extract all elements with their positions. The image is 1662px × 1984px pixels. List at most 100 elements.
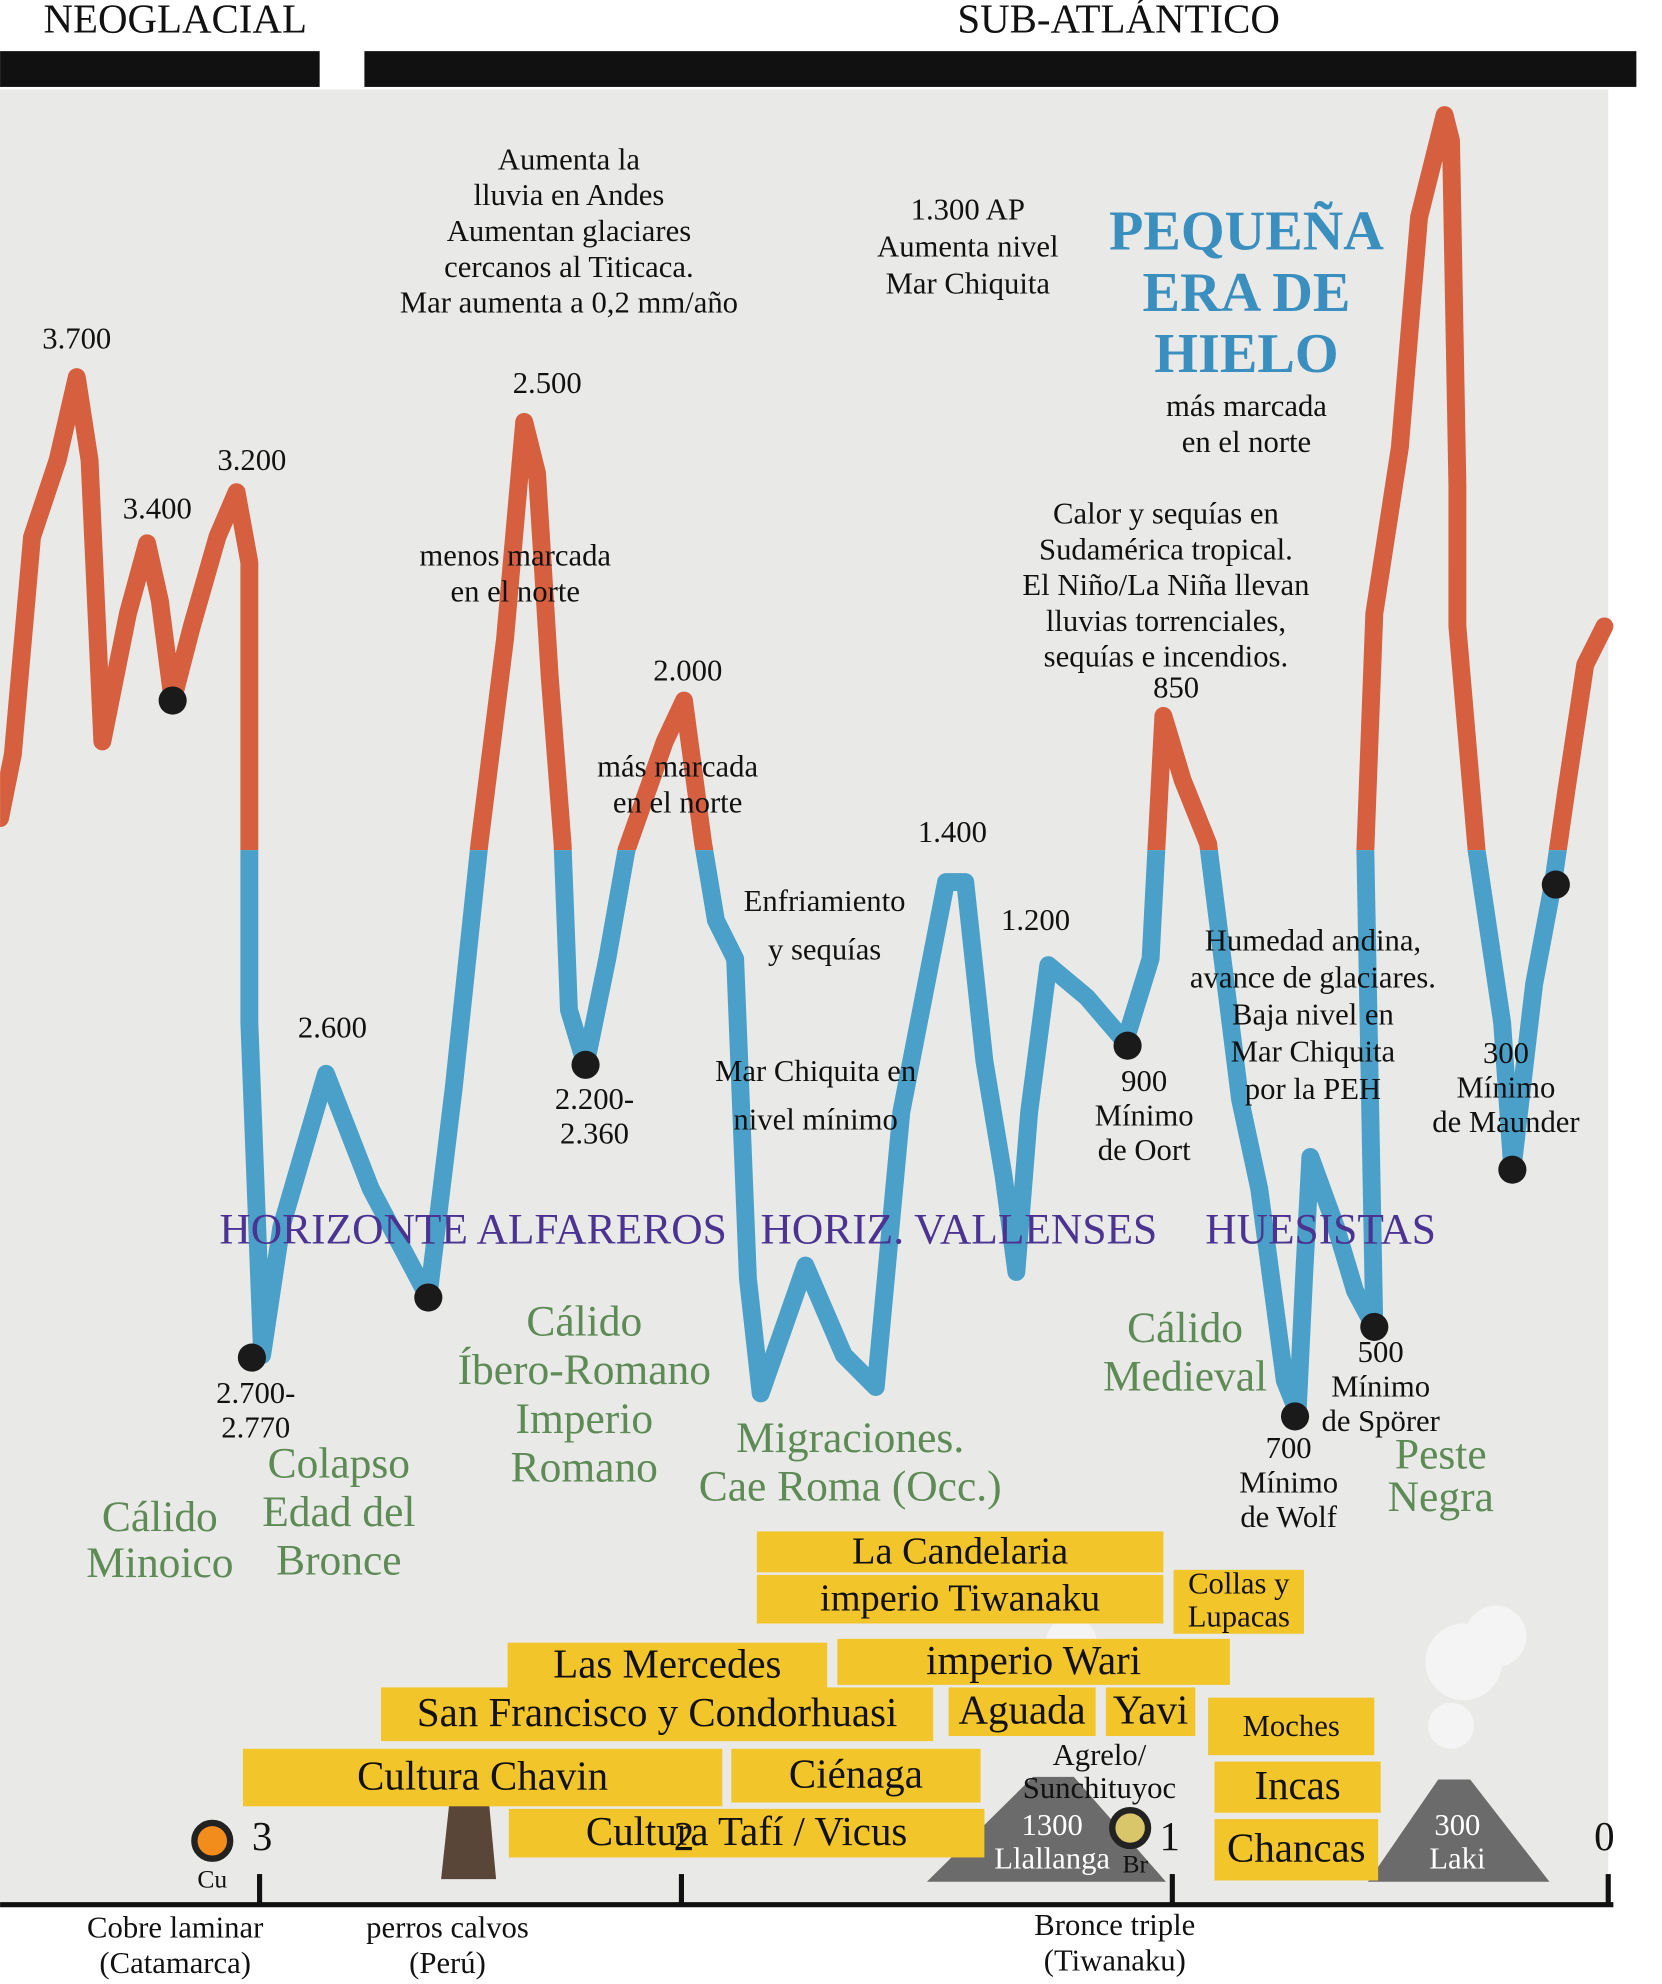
annotation: menos marcada xyxy=(419,539,611,573)
climate-period: Migraciones. xyxy=(736,1414,964,1462)
axis-tick-label: 3 xyxy=(252,1814,272,1859)
annotation: Mar Chiquita en xyxy=(715,1054,916,1088)
culture-label: Ciénaga xyxy=(789,1752,923,1797)
peak-label: 2.500 xyxy=(513,366,582,400)
culture-box xyxy=(1208,1697,1375,1756)
minimum-label: de Maunder xyxy=(1432,1105,1579,1139)
culture-box xyxy=(1173,1569,1304,1634)
culture-label: Moches xyxy=(1243,1709,1340,1743)
annotation: El Niño/La Niña llevan xyxy=(1022,568,1309,602)
period-bar xyxy=(364,51,1637,87)
ice-age-title: PEQUEÑA xyxy=(1109,200,1384,262)
minimum-dot xyxy=(571,1050,600,1079)
annotation: más marcada xyxy=(597,750,758,784)
period-bar xyxy=(0,51,320,87)
annotation: en el norte xyxy=(613,785,742,819)
invention-label: Cobre laminar xyxy=(87,1910,263,1944)
peak-label: 850 xyxy=(1153,670,1199,704)
minimum-dot xyxy=(237,1343,266,1372)
culture-box xyxy=(381,1687,934,1742)
annotation: lluvias torrenciales, xyxy=(1046,604,1286,638)
climate-period: Cálido xyxy=(102,1493,218,1541)
minimum-label: de Spörer xyxy=(1321,1404,1439,1438)
peak-label: 3.400 xyxy=(123,491,192,525)
culture-box xyxy=(756,1531,1164,1573)
culture-label: Collas y xyxy=(1188,1566,1290,1600)
culture-label: La Candelaria xyxy=(852,1530,1068,1572)
minimum-label: Mínimo xyxy=(1095,1099,1194,1133)
culture-box xyxy=(756,1574,1164,1624)
bronze-icon xyxy=(1109,1806,1152,1850)
climate-period: Peste xyxy=(1395,1431,1487,1479)
annotation: sequías e incendios. xyxy=(1044,640,1288,674)
copper-icon xyxy=(191,1819,234,1862)
axis-tick-label: 0 xyxy=(1594,1814,1614,1859)
peak-label: 3.200 xyxy=(217,443,286,477)
minimum-label: de Wolf xyxy=(1240,1500,1337,1534)
annotation: Mar Chiquita xyxy=(1231,1035,1396,1069)
climate-period: Minoico xyxy=(86,1539,233,1587)
annotation: en el norte xyxy=(451,574,580,608)
cold-curve xyxy=(240,850,1567,1422)
culture-label: Incas xyxy=(1254,1763,1340,1808)
climate-period: Imperio xyxy=(515,1395,653,1443)
ice-age-title: HIELO xyxy=(1154,323,1338,385)
climate-period: Cae Roma (Occ.) xyxy=(699,1463,1002,1511)
minimum-dot xyxy=(1498,1155,1527,1184)
period-label: NEOGLACIAL xyxy=(43,0,306,41)
annotation: Mar aumenta a 0,2 mm/año xyxy=(400,286,738,320)
volcano-label: 300 xyxy=(1434,1808,1480,1842)
invention-label: (Tiwanaku) xyxy=(1044,1944,1186,1978)
peak-label: 1.400 xyxy=(918,815,987,849)
temperature-curve xyxy=(0,106,1614,1422)
culture-label: imperio Tiwanaku xyxy=(820,1578,1100,1620)
annotation: en el norte xyxy=(1182,425,1311,459)
annotation: avance de glaciares. xyxy=(1190,961,1436,995)
annotation: por la PEH xyxy=(1245,1072,1381,1106)
peak-label: 2.000 xyxy=(653,654,722,688)
climate-period: Medieval xyxy=(1103,1353,1267,1401)
culture-boxes: La Candelaria imperio Tiwanaku Collas yLup… xyxy=(242,1530,1381,1881)
culture-label: Agrelo/ xyxy=(1053,1738,1147,1772)
culture-label: Yavi xyxy=(1113,1688,1188,1733)
invention-label: perros calvos xyxy=(366,1910,529,1944)
invention-label: Bronce triple xyxy=(1034,1908,1195,1942)
culture-label: Cultura Tafí / Vicus xyxy=(586,1809,907,1854)
culture-box xyxy=(731,1748,981,1803)
annotation: 1.300 AP xyxy=(911,192,1025,226)
culture-label: San Francisco y Condorhuasi xyxy=(417,1690,897,1735)
minimum-label: Mínimo xyxy=(1457,1070,1556,1104)
minimum-label: Mínimo xyxy=(1239,1465,1338,1499)
minimum-label: 2.360 xyxy=(560,1117,629,1151)
invention-label: (Perú) xyxy=(409,1946,486,1980)
culture-label: Cultura Chavin xyxy=(357,1753,608,1798)
annotation: Mar Chiquita xyxy=(886,266,1051,300)
annotation: Baja nivel en xyxy=(1232,998,1394,1032)
minimum-label: Mínimo xyxy=(1331,1370,1430,1404)
horizon-label: HORIZ. VALLENSES xyxy=(760,1206,1157,1254)
minimum-dots xyxy=(158,686,1570,1431)
culture-box xyxy=(1214,1819,1379,1881)
annotation: más marcada xyxy=(1166,389,1327,423)
volcano-label: Laki xyxy=(1429,1841,1485,1875)
minimum-label: 2.770 xyxy=(221,1411,290,1445)
minimum-label: 500 xyxy=(1358,1335,1404,1369)
culture-box xyxy=(508,1808,985,1858)
climate-period: Cálido xyxy=(1127,1304,1243,1352)
culture-label: Las Mercedes xyxy=(553,1642,781,1687)
culture-box xyxy=(1214,1761,1381,1813)
volcano-label: Llallanga xyxy=(994,1841,1110,1875)
period-label: SUB-ATLÁNTICO xyxy=(957,0,1280,41)
climate-period: Cálido xyxy=(526,1298,642,1346)
climate-period: Romano xyxy=(511,1443,658,1491)
culture-box xyxy=(242,1748,723,1807)
minimum-dot xyxy=(1113,1031,1142,1060)
annotation: Aumenta la xyxy=(498,142,641,176)
culture-label: imperio Wari xyxy=(926,1638,1141,1683)
minimum-label: 900 xyxy=(1121,1064,1167,1098)
culture-box xyxy=(507,1642,828,1689)
culture-label: Aguada xyxy=(959,1688,1086,1733)
culture-box xyxy=(948,1687,1096,1736)
peak-label: 1.200 xyxy=(1001,903,1070,937)
minimum-label: de Oort xyxy=(1098,1133,1191,1167)
